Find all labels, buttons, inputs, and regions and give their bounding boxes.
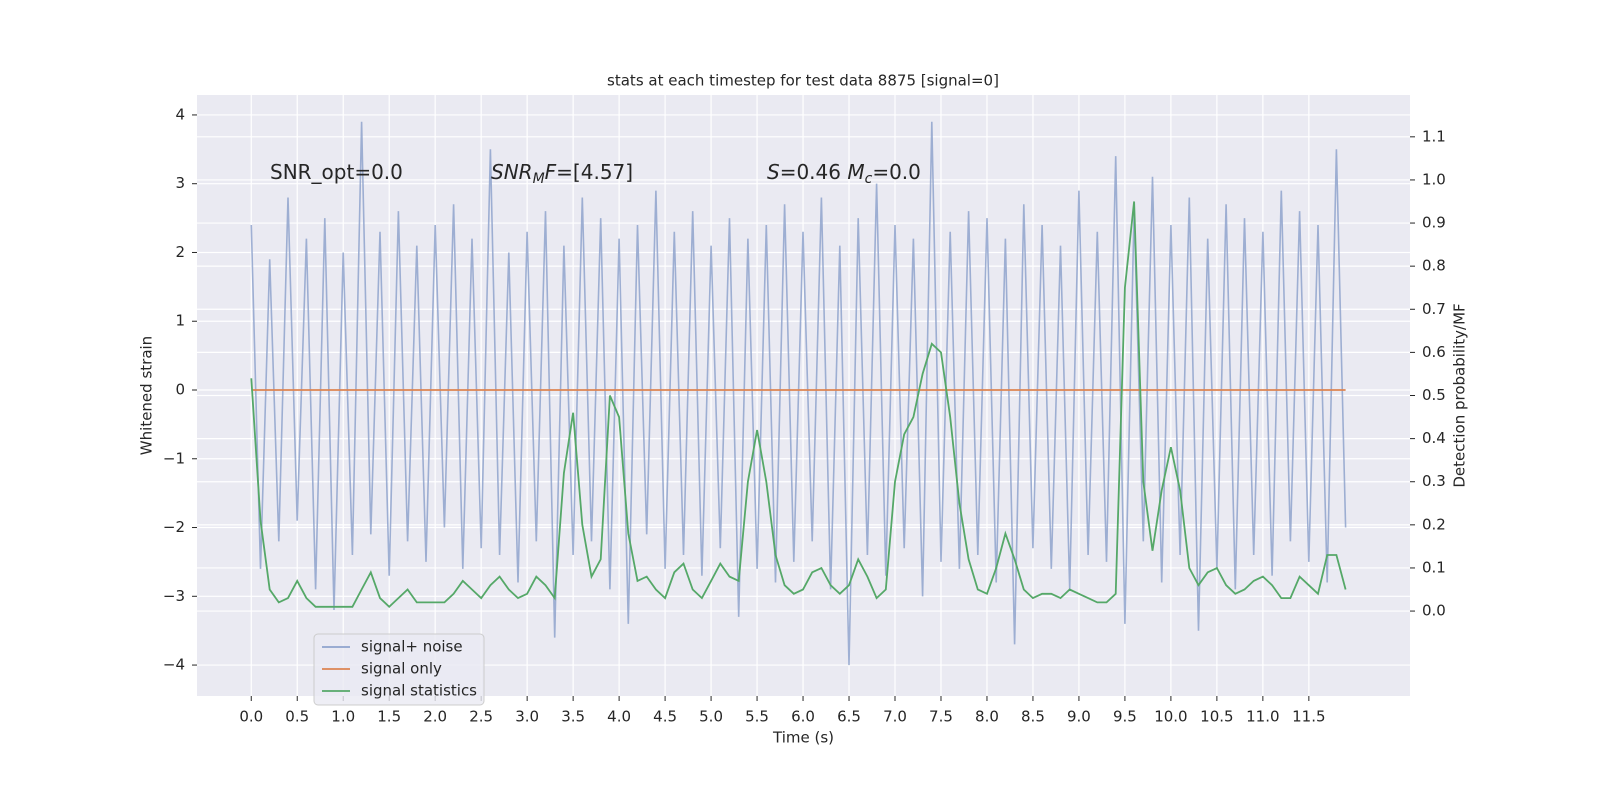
- x-tick-label: 11.0: [1246, 708, 1279, 726]
- x-tick-label: 1.5: [377, 708, 401, 726]
- x-tick-label: 5.0: [699, 708, 723, 726]
- y2-tick-label: 0.5: [1422, 386, 1446, 404]
- annotation-part: =0.46: [780, 160, 848, 184]
- series-line: [250, 121, 1347, 666]
- x-tick-label: 2.5: [469, 708, 493, 726]
- y2-tick-label: 1.1: [1422, 127, 1446, 145]
- x-axis-label: Time (s): [772, 729, 834, 747]
- y2-tick-label: 1.0: [1422, 170, 1446, 188]
- y2-tick-label: 0.6: [1422, 343, 1446, 361]
- x-tick-label: 4.5: [653, 708, 677, 726]
- annotation-part: S: [767, 160, 780, 184]
- x-tick-label: 9.5: [1113, 708, 1137, 726]
- annotation: S=0.46 Mc=0.0: [767, 160, 921, 188]
- y2-tick-label: 0.3: [1422, 472, 1446, 490]
- legend-label: signal statistics: [361, 682, 477, 700]
- y2-tick-label: 0.2: [1422, 515, 1446, 533]
- x-tick-label: 9.0: [1067, 708, 1091, 726]
- x-tick-label: 7.0: [883, 708, 907, 726]
- x-tick-label: 10.0: [1154, 708, 1187, 726]
- annotation-part: SNR_opt=0.0: [270, 160, 403, 184]
- y2-tick-label: 0.1: [1422, 558, 1446, 576]
- x-tick-label: 0.0: [239, 708, 263, 726]
- annotation-part: c: [865, 171, 873, 187]
- annotation: SNR_opt=0.0: [270, 160, 403, 184]
- y-tick-label: 2: [175, 243, 185, 261]
- y-tick-label: −1: [163, 449, 185, 467]
- annotation-part: M: [847, 160, 864, 184]
- annotation-part: =[4.57]: [556, 160, 633, 184]
- x-tick-label: 6.0: [791, 708, 815, 726]
- y-tick-label: 0: [175, 380, 185, 398]
- y-tick-label: 1: [175, 312, 185, 330]
- x-tick-label: 8.0: [975, 708, 999, 726]
- x-tick-label: 4.0: [607, 708, 631, 726]
- x-tick-label: 11.5: [1292, 708, 1325, 726]
- legend-box: [313, 633, 485, 706]
- y2-axis-label: Detection probability/MF: [1451, 303, 1469, 487]
- x-tick-label: 10.5: [1200, 708, 1233, 726]
- legend-label: signal only: [361, 660, 442, 678]
- x-tick-label: 7.5: [929, 708, 953, 726]
- y2-tick-label: 0.4: [1422, 429, 1446, 447]
- y-tick-label: 4: [175, 105, 185, 123]
- x-tick-label: 5.5: [745, 708, 769, 726]
- x-tick-label: 2.0: [423, 708, 447, 726]
- x-tick-label: 8.5: [1021, 708, 1045, 726]
- series-line: [250, 201, 1347, 609]
- y-tick-label: −2: [163, 518, 185, 536]
- y2-tick-label: 0.9: [1422, 214, 1446, 232]
- y2-tick-label: 0.0: [1422, 602, 1446, 620]
- y-axis-label: Whitened strain: [138, 336, 156, 455]
- x-tick-label: 3.5: [561, 708, 585, 726]
- y2-tick-label: 0.7: [1422, 300, 1446, 318]
- annotation: SNRMF=[4.57]: [491, 160, 633, 188]
- y-tick-label: −3: [163, 587, 185, 605]
- chart-title: stats at each timestep for test data 887…: [607, 72, 999, 90]
- annotation-part: SNR: [491, 160, 533, 184]
- annotation-part: M: [533, 171, 545, 187]
- y-tick-label: −4: [163, 656, 185, 674]
- x-tick-label: 3.0: [515, 708, 539, 726]
- legend-label: signal+ noise: [361, 638, 463, 656]
- x-tick-label: 1.0: [331, 708, 355, 726]
- annotation-part: F: [545, 160, 557, 184]
- x-tick-label: 6.5: [837, 708, 861, 726]
- annotation-part: =0.0: [872, 160, 921, 184]
- x-tick-label: 0.5: [285, 708, 309, 726]
- y-tick-label: 3: [175, 174, 185, 192]
- y2-tick-label: 0.8: [1422, 257, 1446, 275]
